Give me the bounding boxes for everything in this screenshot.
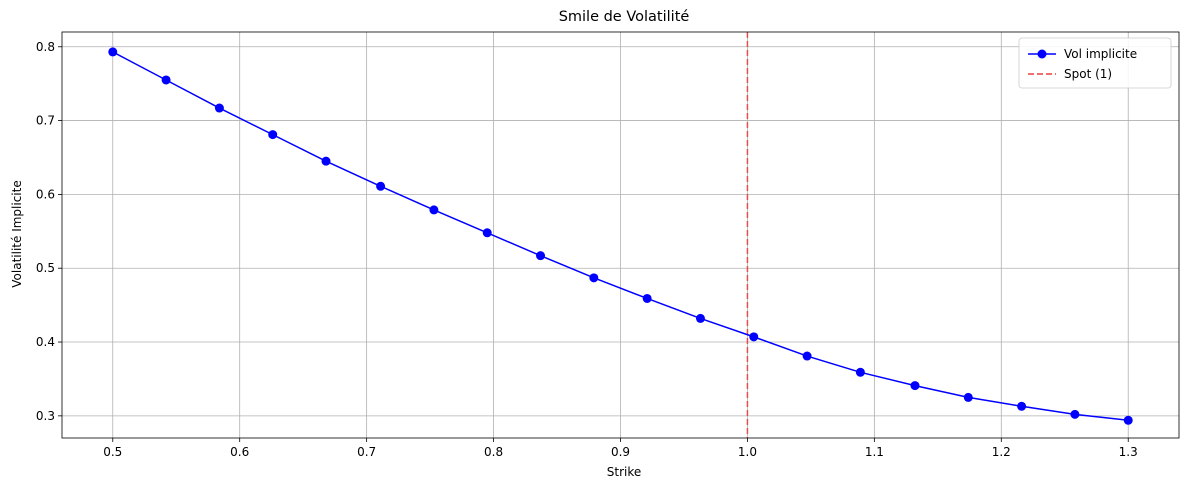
data-point bbox=[749, 332, 759, 342]
data-point bbox=[1123, 415, 1133, 425]
data-point bbox=[963, 392, 973, 402]
x-tick-label: 0.5 bbox=[103, 445, 122, 459]
data-point bbox=[161, 75, 171, 85]
data-point bbox=[376, 181, 386, 191]
y-tick-label: 0.6 bbox=[36, 187, 55, 201]
data-point bbox=[268, 130, 278, 140]
data-point bbox=[695, 313, 705, 323]
x-tick-label: 0.8 bbox=[484, 445, 503, 459]
data-point bbox=[482, 228, 492, 238]
data-point bbox=[802, 351, 812, 361]
x-tick-label: 1.3 bbox=[1119, 445, 1138, 459]
x-axis-label: Strike bbox=[607, 465, 642, 479]
data-point bbox=[214, 103, 224, 113]
data-point bbox=[1017, 401, 1027, 411]
data-point bbox=[589, 273, 599, 283]
x-tick-label: 1.1 bbox=[865, 445, 884, 459]
x-axis-ticks: 0.5 0.6 0.7 0.8 0.9 1.0 1.1 1.2 1.3 bbox=[103, 438, 1138, 459]
data-point bbox=[321, 156, 331, 166]
legend-label-spot: Spot (1) bbox=[1064, 67, 1112, 81]
data-point bbox=[642, 293, 652, 303]
legend-box bbox=[1018, 37, 1172, 89]
legend: Vol implicite Spot (1) bbox=[1018, 37, 1172, 89]
x-tick-label: 0.9 bbox=[611, 445, 630, 459]
data-point bbox=[1070, 409, 1080, 419]
legend-marker bbox=[1037, 49, 1047, 59]
y-tick-label: 0.4 bbox=[36, 335, 55, 349]
x-tick-label: 1.2 bbox=[992, 445, 1011, 459]
y-tick-label: 0.8 bbox=[36, 40, 55, 54]
x-tick-label: 1.0 bbox=[738, 445, 757, 459]
data-point bbox=[536, 251, 546, 261]
y-axis-ticks: 0.3 0.4 0.5 0.6 0.7 0.8 bbox=[36, 40, 62, 423]
series-line-vol-implicite bbox=[112, 51, 1129, 422]
x-tick-label: 0.6 bbox=[230, 445, 249, 459]
y-axis-label: Volatilité Implicite bbox=[10, 180, 24, 287]
y-tick-label: 0.3 bbox=[36, 409, 55, 423]
y-tick-label: 0.7 bbox=[36, 114, 55, 128]
data-point bbox=[855, 367, 865, 377]
data-point bbox=[108, 47, 118, 57]
data-point bbox=[429, 205, 439, 215]
legend-label-vol-implicite: Vol implicite bbox=[1064, 47, 1137, 61]
data-point bbox=[910, 381, 920, 391]
x-tick-label: 0.7 bbox=[357, 445, 376, 459]
y-tick-label: 0.5 bbox=[36, 261, 55, 275]
chart-title: Smile de Volatilité bbox=[559, 9, 690, 25]
series-layer bbox=[108, 47, 1133, 425]
